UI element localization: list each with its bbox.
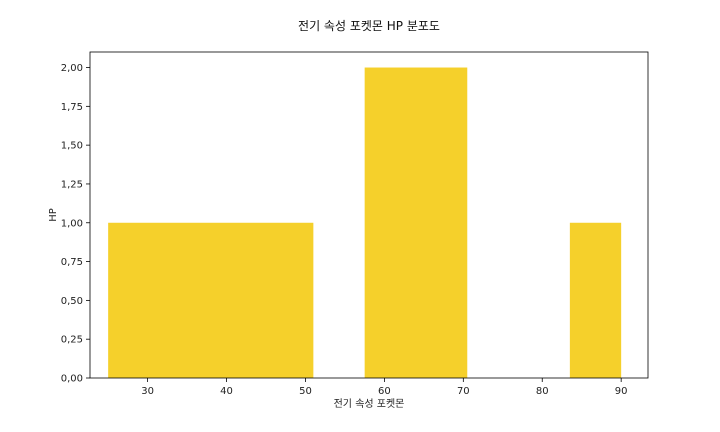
y-tick-label: 0,00 bbox=[61, 374, 83, 385]
histogram-bar-3 bbox=[569, 222, 622, 378]
bars-group bbox=[108, 67, 622, 379]
y-tick-label: 1,00 bbox=[61, 218, 83, 229]
y-tick-label: 0,75 bbox=[61, 257, 83, 268]
y-axis-ticks: 0,00 0,25 0,50 0,75 1,00 1,25 1,50 1,75 2,00 bbox=[61, 63, 90, 385]
x-tick-label: 90 bbox=[615, 386, 628, 397]
histogram-bar-2 bbox=[364, 67, 468, 379]
x-tick-label: 60 bbox=[378, 386, 391, 397]
y-tick-label: 0,50 bbox=[61, 296, 83, 307]
chart-title: 전기 속성 포켓몬 HP 분포도 bbox=[298, 19, 440, 33]
x-tick-label: 40 bbox=[220, 386, 233, 397]
x-tick-label: 30 bbox=[141, 386, 154, 397]
x-tick-label: 80 bbox=[536, 386, 549, 397]
y-tick-label: 1,25 bbox=[61, 179, 83, 190]
y-tick-label: 2,00 bbox=[61, 63, 83, 74]
plot-area-frame bbox=[89, 51, 649, 379]
y-tick-label: 1,75 bbox=[61, 102, 83, 113]
y-tick-label: 1,50 bbox=[61, 141, 83, 152]
y-axis-label: HP bbox=[48, 208, 59, 222]
y-tick-label: 0,25 bbox=[61, 335, 83, 346]
histogram-bar-1 bbox=[108, 222, 314, 378]
x-tick-label: 70 bbox=[457, 386, 470, 397]
x-tick-label: 50 bbox=[299, 386, 312, 397]
x-axis-ticks: 30 40 50 60 70 80 90 bbox=[141, 378, 628, 397]
x-axis-label: 전기 속성 포켓몬 bbox=[334, 398, 405, 410]
